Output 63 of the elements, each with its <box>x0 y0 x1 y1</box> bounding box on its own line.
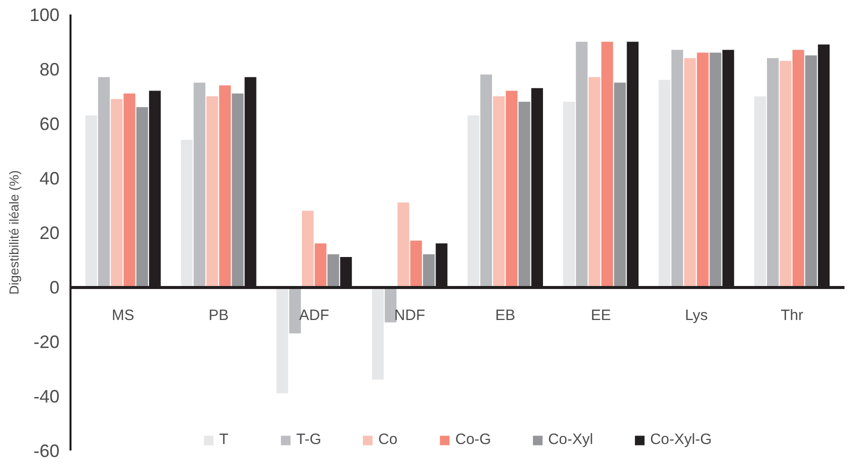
x-tick-label: MS <box>112 307 134 324</box>
bar <box>684 58 696 287</box>
bar <box>372 287 384 380</box>
bar <box>696 52 709 287</box>
bar <box>480 74 492 287</box>
bar <box>136 107 148 287</box>
x-tick-label: PB <box>208 307 229 324</box>
bar <box>710 52 722 287</box>
bar <box>276 287 288 394</box>
bar <box>518 102 530 287</box>
bar <box>588 77 600 287</box>
bar <box>805 55 817 287</box>
y-tick-label: 20 <box>39 223 60 243</box>
bar <box>289 287 301 334</box>
bar <box>327 254 340 287</box>
y-tick-label: -60 <box>33 441 60 461</box>
bar <box>397 202 410 287</box>
bar <box>468 115 480 287</box>
bar <box>754 96 766 287</box>
y-tick-label: 100 <box>29 5 60 25</box>
bar <box>614 82 626 287</box>
x-tick-label: EE <box>590 307 611 324</box>
bar <box>232 94 244 287</box>
x-tick-label: Lys <box>684 307 708 324</box>
y-tick-label: 40 <box>39 168 60 188</box>
bar <box>563 102 575 287</box>
bar <box>314 243 326 287</box>
legend-label: T <box>219 431 230 448</box>
legend-label: Co-Xyl-G <box>650 431 712 448</box>
bar <box>124 94 136 287</box>
bar <box>98 77 110 287</box>
bar <box>422 254 435 287</box>
bar <box>180 140 193 287</box>
y-tick-label: 0 <box>49 278 60 298</box>
legend-label: T-G <box>296 431 322 448</box>
bar <box>110 98 123 287</box>
bar <box>671 50 684 287</box>
bar <box>766 58 779 287</box>
y-tick-label: -40 <box>33 386 60 406</box>
bar <box>206 96 218 287</box>
bar <box>219 85 231 287</box>
y-tick-label: -20 <box>33 332 60 352</box>
bar <box>792 50 804 287</box>
y-tick-label: 60 <box>39 114 60 134</box>
x-tick-label: ADF <box>299 307 330 324</box>
legend-label: Co <box>378 431 398 448</box>
bar <box>780 60 792 287</box>
bar <box>493 96 505 287</box>
bar <box>302 210 314 287</box>
bar <box>601 42 614 287</box>
y-tick-label: 80 <box>39 60 60 80</box>
legend-label: Co-G <box>455 431 492 448</box>
bar <box>410 240 422 287</box>
bar <box>576 42 588 287</box>
x-tick-label: NDF <box>394 307 426 324</box>
legend-label: Co-Xyl <box>548 431 594 448</box>
x-tick-label: Thr <box>780 307 804 324</box>
x-tick-label: EB <box>495 307 516 324</box>
bar <box>658 80 670 287</box>
bar <box>506 90 518 287</box>
y-axis-title: Digestibilité iléale (%) <box>6 170 22 295</box>
bar <box>85 115 98 287</box>
bar <box>194 82 206 287</box>
